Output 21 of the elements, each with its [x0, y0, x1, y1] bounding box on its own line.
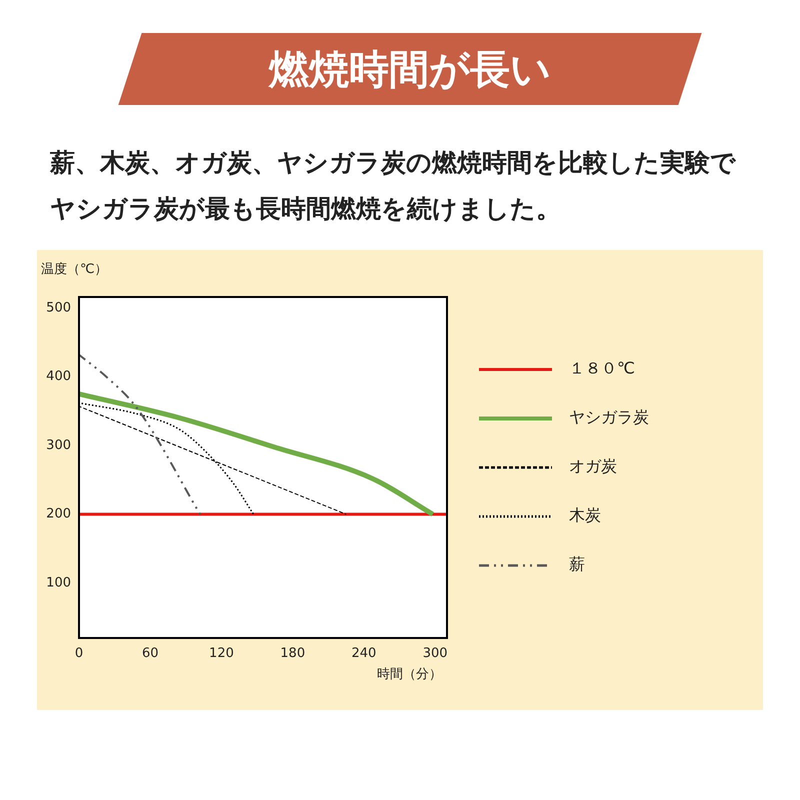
y-tick-label: 100: [46, 575, 71, 590]
x-tick-label: 0: [74, 646, 84, 662]
x-tick-label: 240: [351, 646, 376, 662]
legend-label: ヤシガラ炭: [569, 408, 649, 427]
x-axis-title: 時間（分）: [377, 666, 442, 683]
x-tick-label: 60: [142, 646, 158, 662]
line-series: [79, 354, 202, 516]
chart-subtitle: 薪、木炭、オガ炭、ヤシガラ炭の燃焼時間を比較した実験でヤシガラ炭が最も長時間燃焼を続けました。: [50, 147, 737, 225]
y-tick-label: 500: [46, 300, 71, 316]
x-tick-label: 180: [280, 646, 306, 662]
chart-title: 燃焼時間が長い: [267, 46, 552, 94]
legend-label: 薪: [569, 554, 585, 574]
y-axis-title: 温度（℃）: [41, 261, 108, 278]
legend-label: 木炭: [569, 506, 601, 525]
y-tick-label: 300: [46, 438, 71, 453]
legend-label: オガ炭: [569, 456, 617, 476]
y-tick-label: 200: [46, 506, 71, 522]
y-tick-label: 400: [46, 369, 71, 384]
x-tick-label: 300: [422, 646, 448, 662]
legend-label: １８０℃: [569, 358, 635, 378]
x-tick-label: 120: [209, 646, 234, 662]
